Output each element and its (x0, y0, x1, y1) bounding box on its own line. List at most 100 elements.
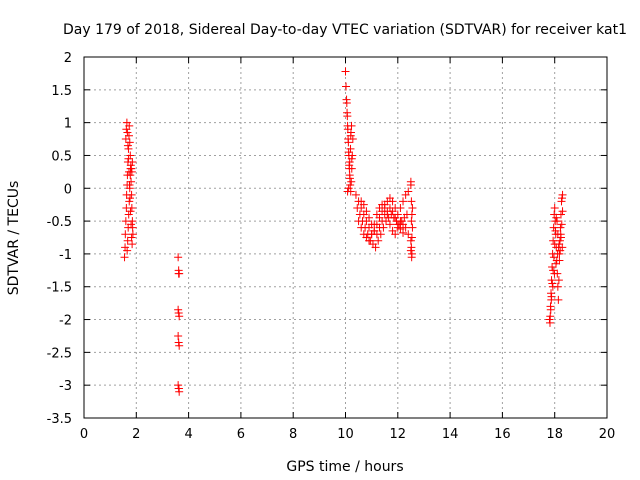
data-point (407, 243, 416, 252)
y-tick-label: -1 (59, 248, 72, 263)
data-point (127, 203, 136, 212)
data-point (388, 197, 397, 206)
data-point (126, 161, 135, 170)
data-point (345, 158, 354, 167)
data-point (346, 144, 355, 153)
data-point (396, 203, 405, 212)
x-tick-label: 0 (80, 427, 88, 442)
data-point (121, 135, 130, 144)
data-point (367, 220, 376, 229)
y-tick-label: -1.5 (47, 281, 72, 296)
x-tick-label: 16 (494, 427, 511, 442)
data-point (127, 177, 136, 186)
x-tick-label: 10 (337, 427, 354, 442)
data-point (549, 223, 558, 232)
data-point (401, 223, 410, 232)
x-tick-label: 4 (184, 427, 192, 442)
y-tick-label: -2 (59, 314, 72, 329)
data-point (408, 223, 417, 232)
data-point (548, 263, 557, 272)
data-point (359, 200, 368, 209)
data-point (122, 125, 131, 134)
data-point (174, 253, 183, 262)
data-point (406, 246, 415, 255)
data-point (126, 171, 135, 180)
data-point (547, 276, 556, 285)
data-point (344, 184, 353, 193)
data-point (128, 158, 137, 167)
data-point (124, 144, 133, 153)
data-point (552, 259, 561, 268)
data-point (372, 230, 381, 239)
data-point (342, 98, 351, 107)
data-point (342, 82, 351, 91)
data-point (354, 217, 363, 226)
y-tick-label: -3.5 (47, 412, 72, 427)
data-point (407, 210, 416, 219)
data-point (407, 197, 416, 206)
data-point (126, 151, 135, 160)
data-point (557, 197, 566, 206)
data-point (408, 203, 417, 212)
data-point (348, 135, 357, 144)
data-point (546, 312, 555, 321)
data-point (399, 197, 408, 206)
data-point (552, 213, 561, 222)
data-point (174, 269, 183, 278)
data-point (174, 384, 183, 393)
chart-title: Day 179 of 2018, Sidereal Day-to-day VTE… (63, 22, 627, 38)
data-point (125, 197, 134, 206)
data-point (549, 266, 558, 275)
data-point (547, 295, 556, 304)
y-tick-label: -3 (59, 379, 72, 394)
x-tick-label: 2 (132, 427, 140, 442)
data-point (125, 138, 134, 147)
data-point (554, 276, 563, 285)
data-point (555, 236, 564, 245)
data-point (372, 210, 381, 219)
data-point (174, 338, 183, 347)
data-point (558, 190, 567, 199)
data-point (128, 240, 137, 249)
data-point (355, 210, 364, 219)
data-point (351, 190, 360, 199)
data-point (385, 220, 394, 229)
data-point (371, 243, 380, 252)
data-point (174, 331, 183, 340)
grid-layer (84, 57, 607, 418)
data-point (127, 190, 136, 199)
data-point (123, 236, 132, 245)
x-tick-label: 20 (599, 427, 616, 442)
data-point (347, 177, 356, 186)
x-axis-label: GPS time / hours (286, 459, 403, 475)
marker-layer (120, 67, 567, 396)
data-point (347, 154, 356, 163)
data-point (550, 203, 559, 212)
data-point (546, 305, 555, 314)
data-point (120, 253, 129, 262)
data-point (548, 279, 557, 288)
data-point (553, 217, 562, 226)
tick-layer: 0 2 4 6 8 10 12 14 16 18 20-3.5-3-2.5-2-1.5-1-0.50… (47, 51, 616, 442)
data-point (346, 131, 355, 140)
x-tick-label: 18 (546, 427, 563, 442)
data-point (558, 207, 567, 216)
y-tick-label: 2 (64, 51, 72, 66)
data-point (174, 308, 183, 317)
data-point (127, 233, 136, 242)
y-tick-label: -2.5 (47, 346, 72, 361)
y-tick-label: 1.5 (51, 84, 72, 99)
data-point (556, 210, 565, 219)
data-point (174, 305, 183, 314)
data-point (393, 220, 402, 229)
data-point (399, 228, 408, 237)
data-point (125, 184, 134, 193)
data-point (378, 217, 387, 226)
data-point (343, 187, 352, 196)
data-point (556, 230, 565, 239)
data-point (388, 207, 397, 216)
y-tick-label: 0.5 (51, 149, 72, 164)
data-point (175, 341, 184, 350)
y-tick-label: 0 (64, 182, 72, 197)
x-tick-label: 8 (289, 427, 297, 442)
